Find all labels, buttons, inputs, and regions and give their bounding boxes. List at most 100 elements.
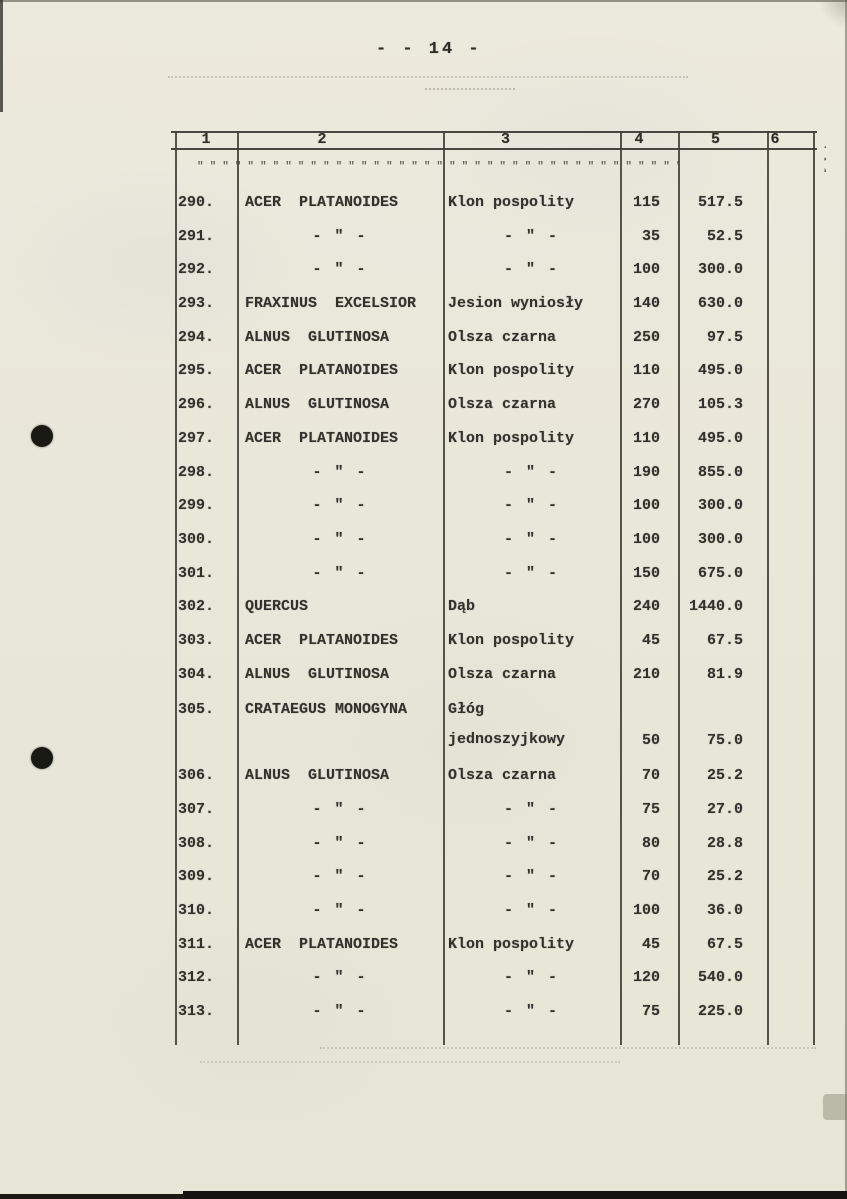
page-number: - - 14 - (376, 40, 482, 59)
cell-value: 300.0 (697, 530, 743, 548)
cell-row-number: 312. (178, 969, 215, 987)
table-body: 290. ACER PLATANOIDES Klon pospolity 115 517… (175, 186, 815, 1029)
cell-latin-name: ACER PLATANOIDES (245, 429, 399, 447)
table-top-border (171, 131, 817, 133)
table-row: 303. ACER PLATANOIDES Klon pospolity 45 67.5 (175, 624, 815, 658)
column-header: 1 (201, 131, 211, 148)
cell-polish-name: Jesion wyniosły (448, 295, 584, 313)
cell-value: 675.0 (697, 564, 743, 582)
table-row: 292. - " - - " - 100 300.0 (175, 253, 815, 287)
column-header: 5 (710, 131, 720, 148)
ditto-mark: - " - (312, 261, 368, 279)
table-header-row: 1 2 3 4 5 6 (175, 131, 815, 150)
cell-polish-name: Klon pospolity (448, 935, 575, 953)
column-header: 2 (317, 131, 327, 148)
cell-empty (767, 489, 815, 523)
cell-empty (767, 827, 815, 861)
cell-latin-name: ACER PLATANOIDES (245, 194, 399, 211)
cell-quantity: 80 (641, 834, 660, 852)
cell-value: 81.9 (706, 665, 743, 683)
cell-empty (767, 388, 815, 422)
cell-empty (767, 220, 815, 254)
table-row: 290. ACER PLATANOIDES Klon pospolity 115 517… (175, 186, 815, 220)
table-row: 297. ACER PLATANOIDES Klon pospolity 110 495… (175, 422, 815, 456)
punch-hole (31, 425, 53, 447)
ditto-mark: - " - (503, 497, 559, 515)
table-column-divider (443, 131, 445, 1045)
table-row: 295. ACER PLATANOIDES Klon pospolity 110 495… (175, 354, 815, 388)
cell-latin-name: ALNUS GLUTINOSA (245, 396, 390, 414)
table-row: 311. ACER PLATANOIDES Klon pospolity 45 67.5 (175, 928, 815, 962)
cell-empty (767, 287, 815, 321)
cell-latin-name: ALNUS GLUTINOSA (245, 328, 390, 346)
table-row: 294. ALNUS GLUTINOSA Olsza czarna 250 97.5 (175, 321, 815, 355)
cell-latin-name: ALNUS GLUTINOSA (245, 665, 390, 683)
cell-value: 495.0 (697, 429, 743, 447)
cell-value: 67.5 (706, 631, 743, 649)
cell-empty (767, 928, 815, 962)
ditto-mark: - " - (503, 902, 559, 920)
table-column-divider (620, 131, 622, 1045)
cell-value: 300.0 (697, 261, 743, 279)
cell-empty (767, 624, 815, 658)
cell-empty (767, 590, 815, 624)
scan-artifact-dotted-line (425, 88, 515, 90)
cell-quantity: 110 (632, 362, 660, 380)
cell-quantity: 50 (641, 732, 660, 750)
table-row: 299. - " - - " - 100 300.0 (175, 489, 815, 523)
cell-latin-name: ALNUS GLUTINOSA (245, 767, 390, 785)
cell-empty (767, 995, 815, 1029)
table-border-right (813, 131, 815, 1045)
cell-empty (767, 456, 815, 490)
ditto-mark: - " - (503, 969, 559, 987)
cell-empty (767, 186, 815, 220)
cell-row-number: 294. (178, 328, 215, 346)
cell-quantity: 110 (632, 429, 660, 447)
table-row: 296. ALNUS GLUTINOSA Olsza czarna 270 105.3 (175, 388, 815, 422)
ditto-mark: - " - (503, 530, 559, 548)
cell-row-number: 298. (178, 463, 215, 481)
page-edge-top (0, 0, 847, 2)
cell-empty (767, 523, 815, 557)
ditto-mark: - " - (312, 463, 368, 481)
cell-empty (767, 253, 815, 287)
cell-empty (767, 658, 815, 692)
cell-row-number: 309. (178, 868, 215, 886)
cell-row-number: 296. (178, 396, 215, 414)
cell-quantity: 100 (632, 261, 660, 279)
cell-empty (767, 321, 815, 355)
table-column-divider (237, 131, 239, 1045)
table-row: 306. ALNUS GLUTINOSA Olsza czarna 70 25.2 (175, 759, 815, 793)
table-row: 304. ALNUS GLUTINOSA Olsza czarna 210 81.9 (175, 658, 815, 692)
ditto-mark: - " - (503, 564, 559, 582)
cell-quantity: 45 (641, 935, 660, 953)
cell-value: 52.5 (706, 227, 743, 245)
ditto-mark: - " - (312, 868, 368, 886)
cell-empty (767, 961, 815, 995)
cell-value: 27.0 (706, 801, 743, 818)
cell-empty (767, 354, 815, 388)
cell-row-number: 308. (178, 834, 215, 852)
cell-value: 67.5 (706, 935, 743, 953)
cell-value: 495.0 (697, 362, 743, 380)
cell-value: 540.0 (697, 969, 743, 987)
cell-polish-name: Klon pospolity (448, 194, 575, 211)
column-header: 6 (770, 131, 780, 148)
ditto-mark: - " - (503, 227, 559, 245)
cell-row-number: 311. (178, 935, 215, 953)
ditto-mark: - " - (312, 497, 368, 515)
cell-polish-name: Olsza czarna (448, 767, 557, 785)
cell-quantity: 250 (632, 328, 660, 346)
cell-latin-name: FRAXINUS EXCELSIOR (245, 295, 417, 313)
cell-polish-name: Dąb (448, 598, 476, 616)
cell-quantity: 140 (632, 295, 660, 313)
cell-polish-name: Klon pospolity (448, 429, 575, 447)
cell-empty (767, 557, 815, 591)
ditto-mark: - " - (312, 564, 368, 582)
cell-value: 97.5 (706, 328, 743, 346)
cell-value: 28.8 (706, 834, 743, 852)
cell-value: 25.2 (706, 767, 743, 785)
table-row: 308. - " - - " - 80 28.8 (175, 827, 815, 861)
